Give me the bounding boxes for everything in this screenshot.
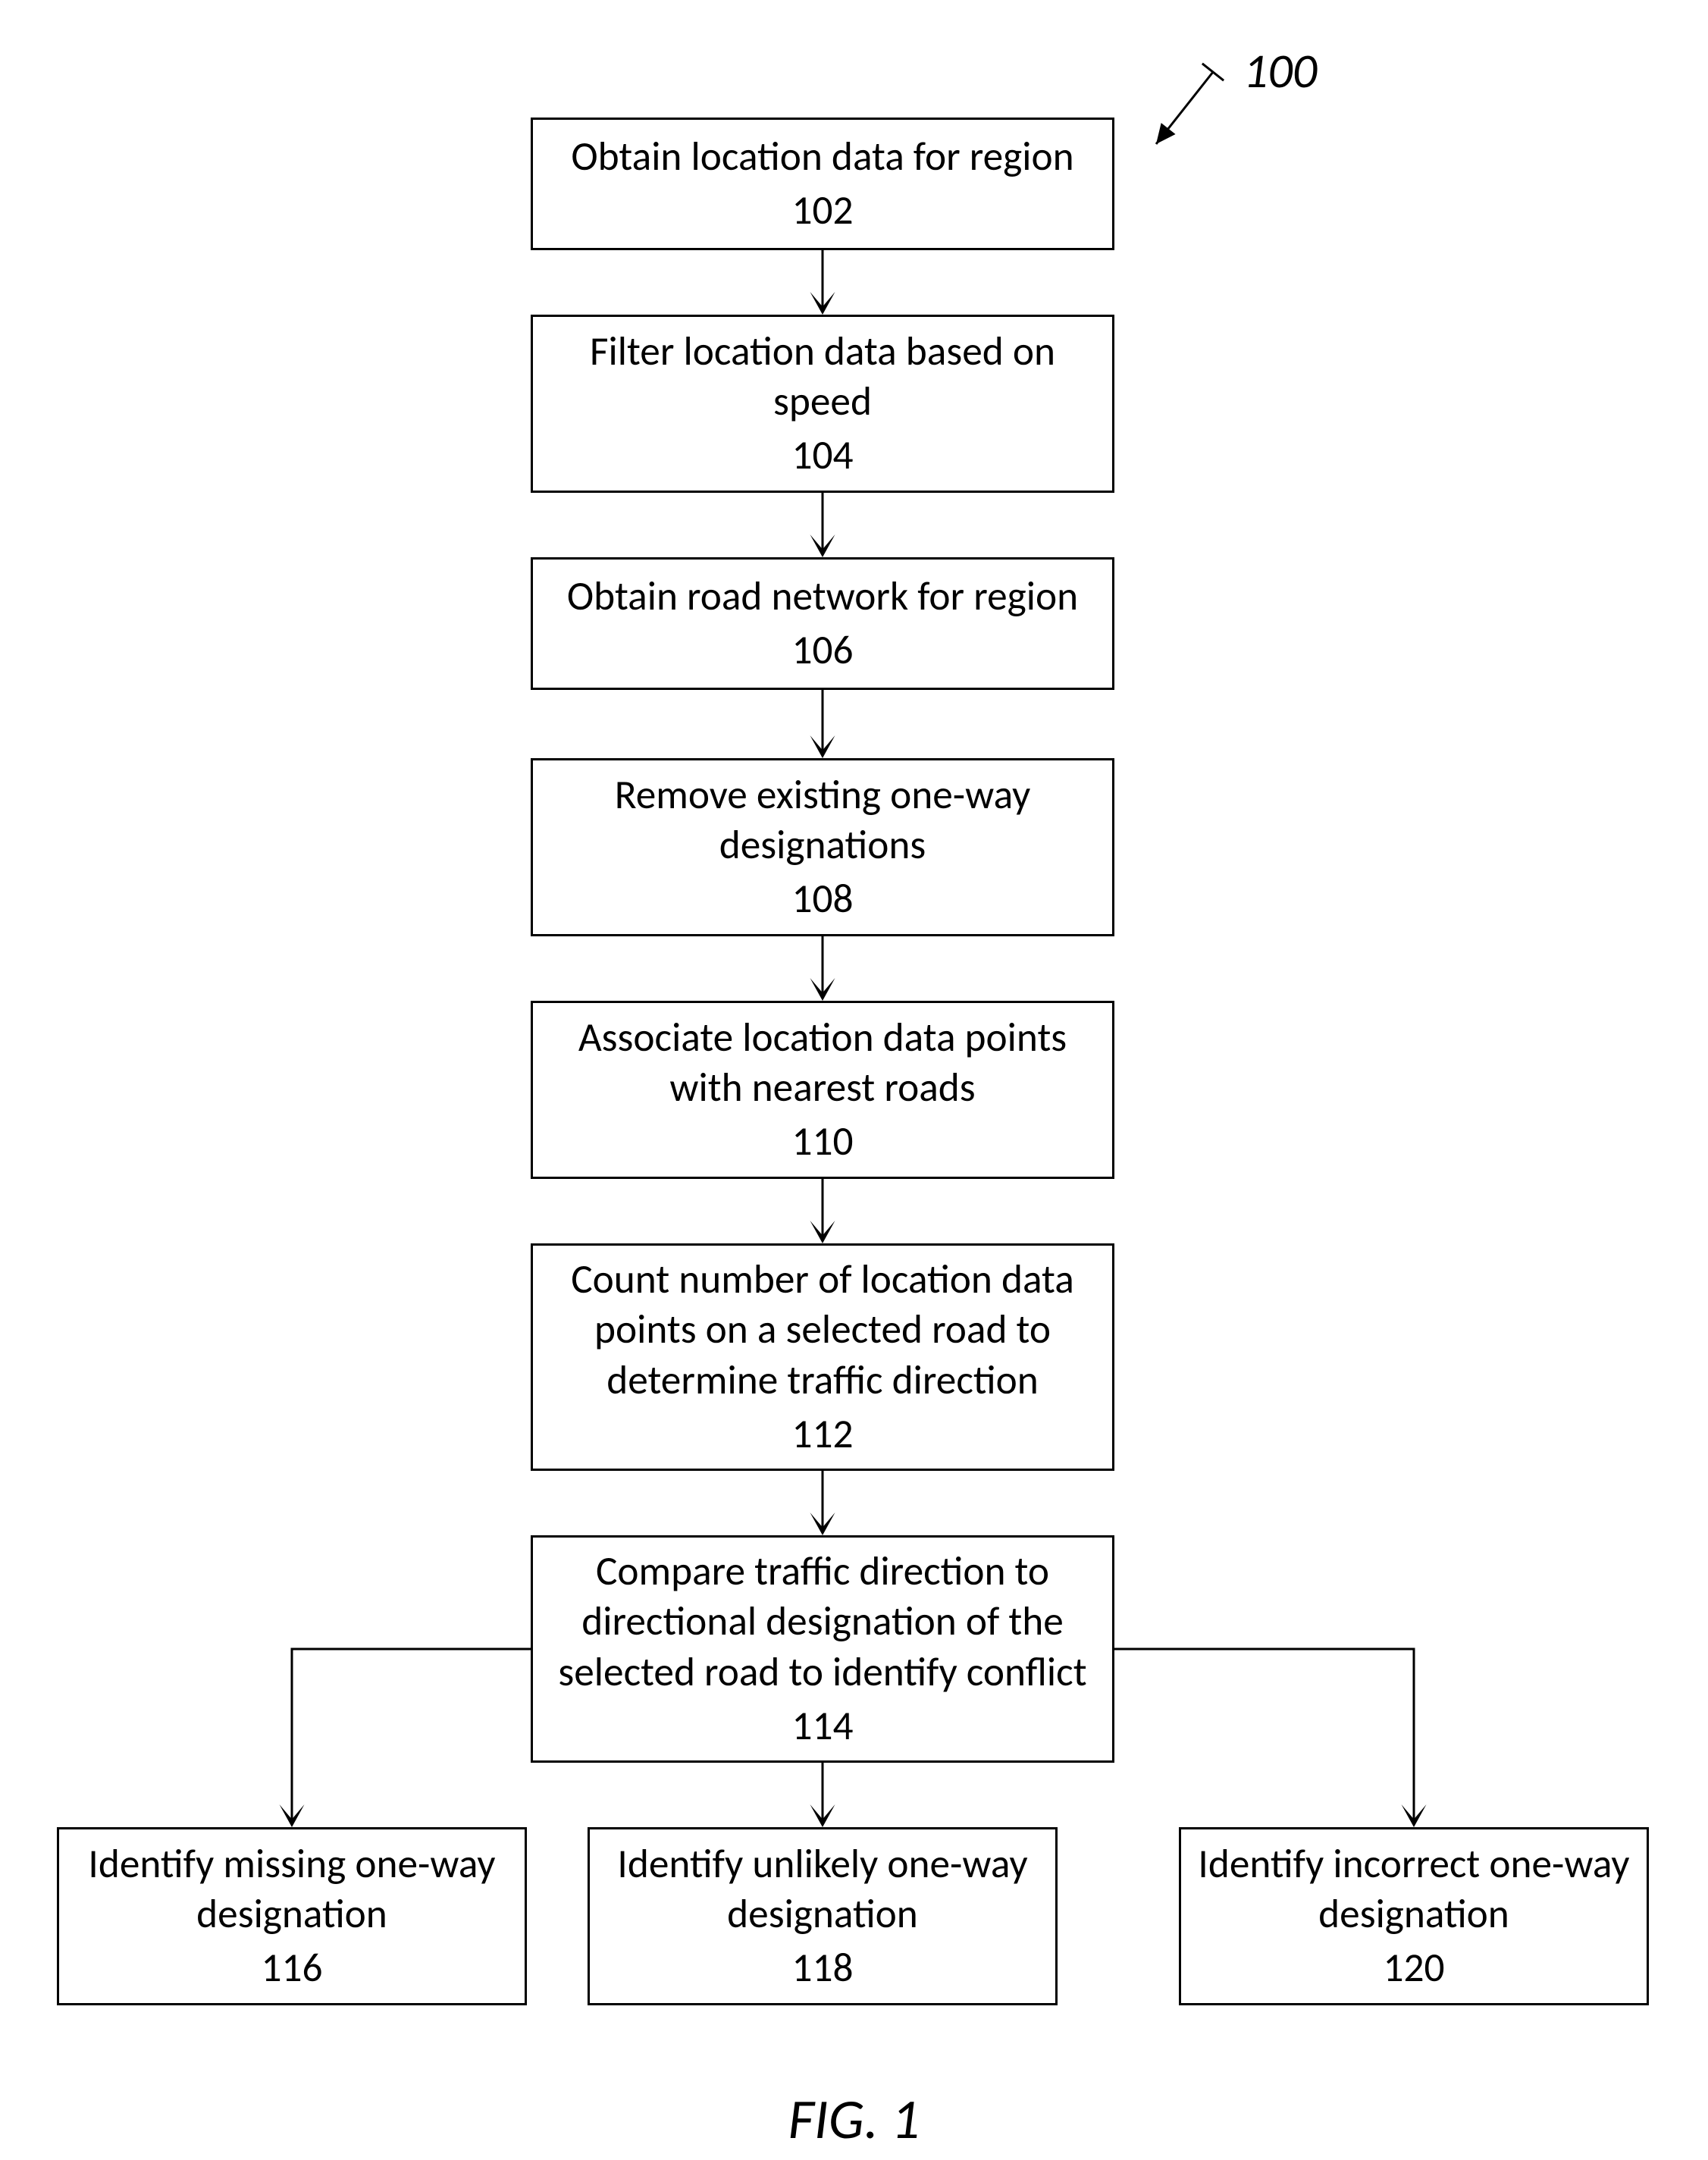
flow-node-102: Obtain location data for region102 xyxy=(531,118,1114,250)
flow-node-104: Filter location data based on speed104 xyxy=(531,315,1114,493)
flow-node-number: 106 xyxy=(548,625,1097,676)
flow-node-text: Identify incorrect one-way designation xyxy=(1196,1839,1631,1940)
flow-arrow xyxy=(810,936,835,1001)
flow-node-number: 114 xyxy=(548,1701,1097,1752)
flow-node-110: Associate location data points with near… xyxy=(531,1001,1114,1179)
flow-node-text: Obtain location data for region xyxy=(548,132,1097,183)
flow-node-text: Associate location data points with near… xyxy=(548,1013,1097,1114)
flow-node-number: 116 xyxy=(74,1943,509,1994)
flow-node-number: 110 xyxy=(548,1117,1097,1168)
flow-node-108: Remove existing one-way designations108 xyxy=(531,758,1114,936)
flow-node-number: 104 xyxy=(548,431,1097,481)
flow-node-number: 112 xyxy=(548,1409,1097,1460)
flow-node-114: Compare traffic direction to directional… xyxy=(531,1535,1114,1763)
flow-node-text: Count number of location data points on … xyxy=(548,1255,1097,1406)
flow-arrow xyxy=(1114,1649,1427,1827)
flow-node-text: Filter location data based on speed xyxy=(548,327,1097,428)
flow-node-number: 120 xyxy=(1196,1943,1631,1994)
flow-node-text: Compare traffic direction to directional… xyxy=(548,1547,1097,1698)
flow-arrow xyxy=(810,1763,835,1827)
flow-node-118: Identify unlikely one-way designation118 xyxy=(588,1827,1058,2005)
flow-node-116: Identify missing one-way designation116 xyxy=(57,1827,527,2005)
flow-node-number: 108 xyxy=(548,874,1097,925)
flow-arrow xyxy=(810,1471,835,1535)
flow-node-120: Identify incorrect one-way designation12… xyxy=(1179,1827,1649,2005)
flow-node-text: Identify unlikely one-way designation xyxy=(605,1839,1040,1940)
flow-arrow xyxy=(810,493,835,557)
flow-node-text: Remove existing one-way designations xyxy=(548,770,1097,871)
flow-arrow xyxy=(280,1649,531,1827)
flow-node-112: Count number of location data points on … xyxy=(531,1243,1114,1471)
flow-node-106: Obtain road network for region106 xyxy=(531,557,1114,690)
flow-node-text: Identify missing one-way designation xyxy=(74,1839,509,1940)
flow-arrow xyxy=(810,690,835,758)
figure-ref-label: 100 xyxy=(1243,42,1317,101)
flowchart-canvas: Obtain location data for region102 Filter… xyxy=(0,0,1708,2160)
flow-node-number: 118 xyxy=(605,1943,1040,1994)
flow-node-text: Obtain road network for region xyxy=(548,572,1097,622)
flow-arrow xyxy=(810,250,835,315)
flow-node-number: 102 xyxy=(548,186,1097,237)
figure-caption: FIG. 1 xyxy=(0,2085,1708,2154)
flow-arrow xyxy=(810,1179,835,1243)
